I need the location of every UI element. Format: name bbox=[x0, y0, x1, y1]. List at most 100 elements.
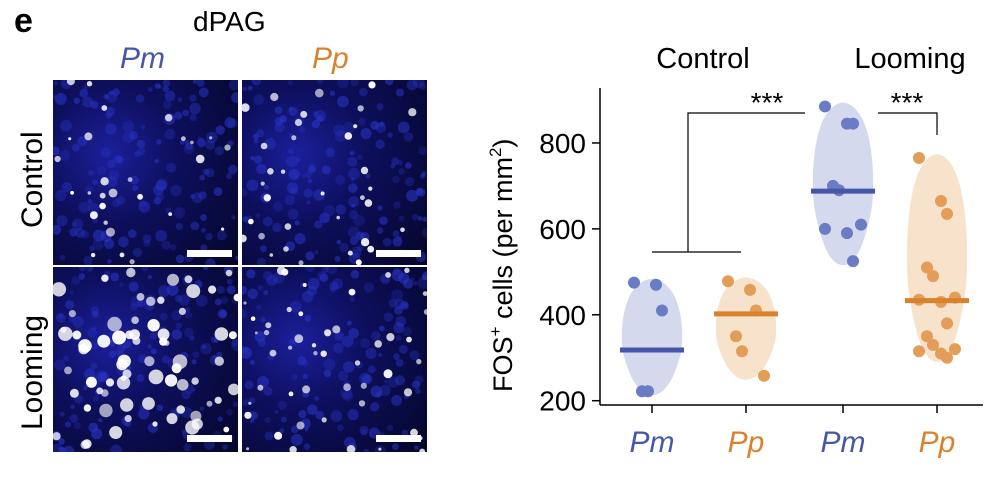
tissue-texture bbox=[96, 166, 107, 176]
tissue-texture bbox=[289, 338, 295, 345]
fos-positive-cell bbox=[176, 379, 189, 391]
tissue-texture bbox=[350, 80, 359, 87]
x-category-label: Pm bbox=[821, 426, 866, 459]
tissue-texture bbox=[287, 80, 293, 86]
tissue-texture bbox=[405, 176, 415, 187]
fos-positive-cell bbox=[283, 246, 289, 252]
tissue-texture bbox=[383, 312, 394, 322]
fos-positive-cell bbox=[112, 330, 127, 345]
tissue-texture bbox=[351, 203, 356, 208]
tissue-texture bbox=[387, 132, 393, 138]
fos-positive-cell bbox=[383, 369, 393, 379]
tissue-texture bbox=[256, 163, 267, 175]
tissue-texture bbox=[132, 185, 139, 191]
tissue-texture bbox=[72, 316, 84, 328]
fos-positive-cell bbox=[265, 322, 272, 329]
fos-positive-cell bbox=[257, 384, 264, 391]
tissue-texture bbox=[260, 245, 267, 253]
data-point bbox=[650, 278, 662, 291]
tissue-texture bbox=[257, 284, 264, 291]
tissue-texture bbox=[385, 80, 394, 86]
fos-positive-cell bbox=[358, 400, 366, 407]
tissue-texture bbox=[242, 285, 247, 295]
fos-positive-cell bbox=[214, 396, 222, 404]
tissue-texture bbox=[256, 257, 266, 265]
tissue-texture bbox=[337, 424, 344, 432]
tissue-texture bbox=[348, 196, 360, 208]
x-category-label: Pp bbox=[728, 426, 765, 459]
data-point bbox=[913, 151, 925, 164]
tissue-texture bbox=[395, 359, 404, 367]
tissue-texture bbox=[183, 443, 192, 452]
tissue-texture bbox=[263, 290, 269, 295]
data-point bbox=[744, 283, 756, 296]
tissue-texture bbox=[128, 281, 139, 292]
tissue-texture bbox=[422, 216, 427, 222]
tissue-texture bbox=[360, 128, 372, 140]
tissue-texture bbox=[155, 230, 167, 242]
tissue-texture bbox=[175, 254, 185, 264]
fos-positive-cell bbox=[66, 80, 75, 86]
tissue-texture bbox=[198, 191, 207, 200]
fos-positive-cell bbox=[321, 417, 327, 423]
tissue-texture bbox=[73, 422, 81, 430]
tissue-texture bbox=[316, 80, 324, 84]
fos-positive-cell bbox=[146, 296, 156, 306]
significance-label: *** bbox=[891, 87, 924, 118]
data-point bbox=[921, 261, 933, 274]
tissue-texture bbox=[280, 416, 287, 423]
tissue-texture bbox=[402, 326, 412, 337]
tissue-texture bbox=[303, 443, 311, 450]
tissue-texture bbox=[250, 411, 259, 420]
fos-positive-cell bbox=[288, 391, 294, 397]
tissue-texture bbox=[336, 331, 344, 340]
tissue-texture bbox=[158, 285, 170, 298]
fos-positive-cell bbox=[96, 387, 104, 395]
tissue-texture bbox=[195, 295, 208, 307]
tissue-texture bbox=[116, 344, 126, 353]
tissue-texture bbox=[329, 286, 336, 293]
micrograph-control-pp bbox=[242, 80, 427, 265]
fos-positive-cell bbox=[119, 252, 125, 258]
tissue-texture bbox=[417, 216, 423, 221]
fos-positive-cell bbox=[357, 105, 364, 112]
tissue-texture bbox=[286, 182, 299, 194]
tissue-texture bbox=[377, 205, 383, 211]
tissue-texture bbox=[392, 443, 399, 451]
tissue-texture bbox=[350, 177, 355, 182]
fos-positive-cell bbox=[106, 227, 115, 237]
tissue-texture bbox=[412, 214, 419, 221]
fos-positive-cell bbox=[54, 155, 61, 163]
tissue-texture bbox=[359, 87, 368, 97]
tissue-texture bbox=[58, 314, 64, 319]
tissue-texture bbox=[75, 228, 86, 238]
scale-bar bbox=[187, 250, 232, 257]
fos-positive-cell bbox=[214, 356, 224, 366]
tissue-texture bbox=[198, 136, 203, 141]
fos-positive-cell bbox=[385, 272, 391, 278]
column-label-pm: Pm bbox=[120, 42, 165, 75]
fos-positive-cell bbox=[99, 403, 113, 418]
tissue-texture bbox=[415, 187, 423, 196]
tissue-texture bbox=[68, 315, 75, 323]
tissue-texture bbox=[106, 176, 118, 188]
significance-bracket bbox=[687, 112, 805, 252]
fos-positive-cell bbox=[191, 418, 203, 430]
tissue-texture bbox=[303, 188, 313, 198]
fos-positive-cell bbox=[84, 132, 93, 141]
fos-positive-cell bbox=[178, 307, 186, 315]
tissue-texture bbox=[148, 87, 153, 92]
violin-shape bbox=[621, 278, 683, 396]
fos-positive-cell bbox=[269, 349, 277, 357]
fos-positive-cell bbox=[214, 327, 229, 341]
fos-positive-cell bbox=[167, 273, 179, 286]
tissue-texture bbox=[184, 311, 193, 319]
tissue-texture bbox=[323, 358, 336, 371]
tissue-texture bbox=[200, 244, 208, 252]
tissue-texture bbox=[391, 175, 400, 184]
tissue-texture bbox=[91, 342, 99, 350]
fos-positive-cell bbox=[320, 191, 325, 196]
fos-positive-cell bbox=[355, 259, 362, 265]
tissue-texture bbox=[319, 212, 330, 224]
tissue-texture bbox=[108, 170, 120, 181]
